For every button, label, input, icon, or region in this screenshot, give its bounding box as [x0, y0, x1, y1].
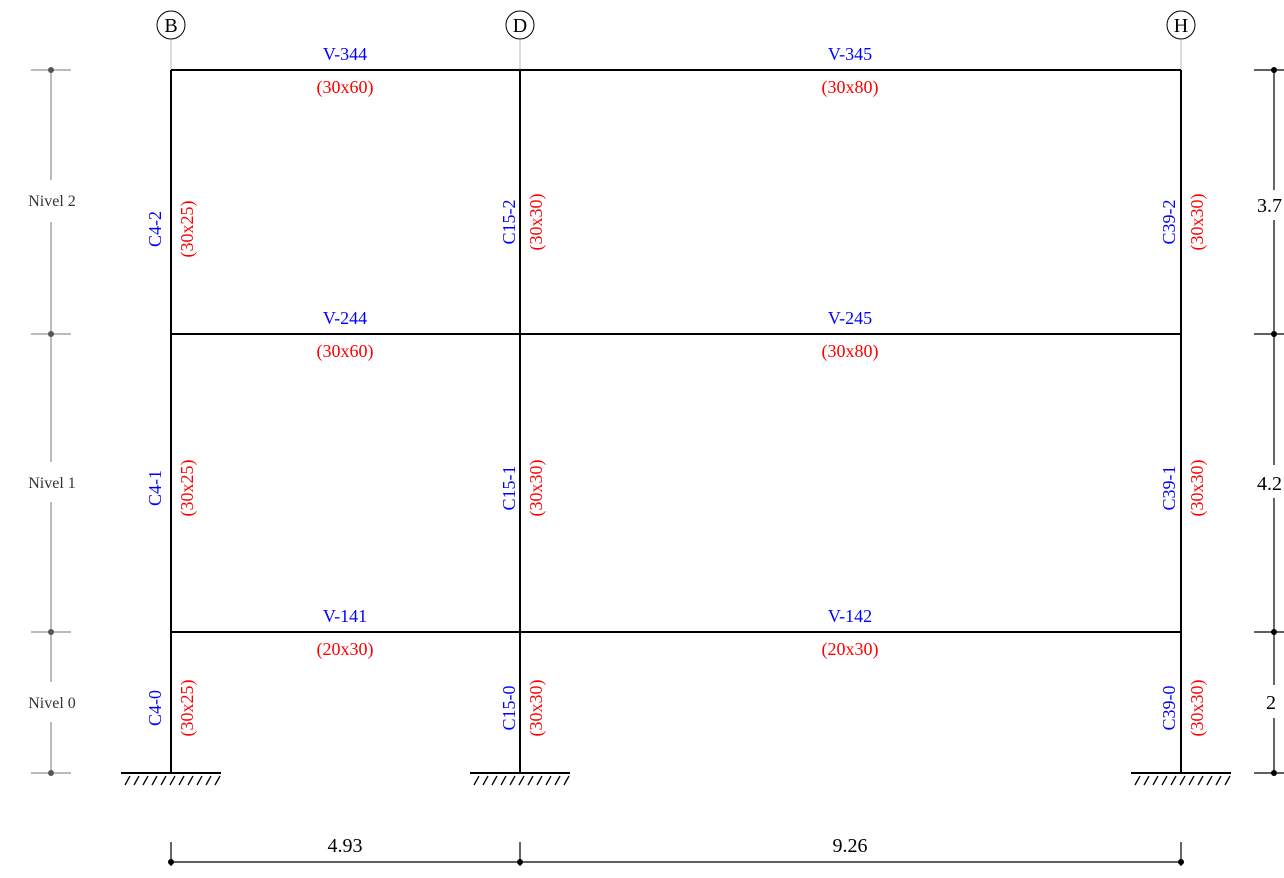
- column-size-c15-2: (30x30): [526, 194, 547, 251]
- fixed-support-h: [1131, 772, 1231, 786]
- column-size-c15-0: (30x30): [526, 680, 547, 737]
- level-label-n1: Nivel 1: [28, 475, 76, 492]
- column-name-c15-1: C15-1: [499, 466, 519, 511]
- column-size-c4-1: (30x25): [177, 460, 198, 517]
- span-dimension-line: [168, 842, 1184, 866]
- column-size-c39-1: (30x30): [1187, 460, 1208, 517]
- column-size-c4-2: (30x25): [177, 201, 198, 258]
- height-dim-n1: 4.2: [1257, 473, 1282, 495]
- span-dim-bd: 4.93: [328, 835, 363, 857]
- axis-label-h: H: [1174, 15, 1188, 37]
- column-name-c4-0: C4-0: [145, 690, 165, 726]
- beam-size-v244: (30x60): [317, 341, 374, 362]
- beam-name-v345: V-345: [828, 44, 872, 64]
- column-name-c39-1: C39-1: [1159, 466, 1179, 511]
- column-name-c4-2: C4-2: [145, 211, 165, 247]
- column-name-c15-2: C15-2: [499, 200, 519, 245]
- axis-bubble-h: H: [1166, 10, 1196, 40]
- fixed-support-b: [121, 772, 221, 786]
- beam-size-v142: (20x30): [822, 639, 879, 660]
- column-size-c4-0: (30x25): [177, 680, 198, 737]
- span-dim-dh: 9.26: [833, 835, 868, 857]
- level-label-n2: Nivel 2: [28, 193, 76, 210]
- beam-size-v141: (20x30): [317, 639, 374, 660]
- axis-label-d: D: [513, 15, 527, 37]
- axis-bubble-b: B: [156, 10, 186, 40]
- beam-name-v142: V-142: [828, 606, 872, 626]
- column-size-c39-2: (30x30): [1187, 194, 1208, 251]
- column-size-c39-0: (30x30): [1187, 680, 1208, 737]
- column-name-c39-0: C39-0: [1159, 686, 1179, 731]
- fixed-support-d: [470, 772, 570, 786]
- beam-name-v244: V-244: [323, 308, 367, 328]
- level-label-n0: Nivel 0: [28, 695, 76, 712]
- column-name-c4-1: C4-1: [145, 470, 165, 506]
- column-name-c39-2: C39-2: [1159, 200, 1179, 245]
- column-name-c15-0: C15-0: [499, 686, 519, 731]
- axis-bubble-d: D: [505, 10, 535, 40]
- axis-label-b: B: [164, 15, 177, 37]
- beam-name-v141: V-141: [323, 606, 367, 626]
- beam-size-v345: (30x80): [822, 77, 879, 98]
- beam-name-v245: V-245: [828, 308, 872, 328]
- level-scale: [31, 67, 71, 776]
- height-dim-n0: 2: [1266, 692, 1276, 714]
- beam-name-v344: V-344: [323, 44, 367, 64]
- height-dimension-scale: [1254, 67, 1284, 776]
- height-dim-n2: 3.7: [1257, 195, 1282, 217]
- column-size-c15-1: (30x30): [526, 460, 547, 517]
- beam-size-v344: (30x60): [317, 77, 374, 98]
- beam-size-v245: (30x80): [822, 341, 879, 362]
